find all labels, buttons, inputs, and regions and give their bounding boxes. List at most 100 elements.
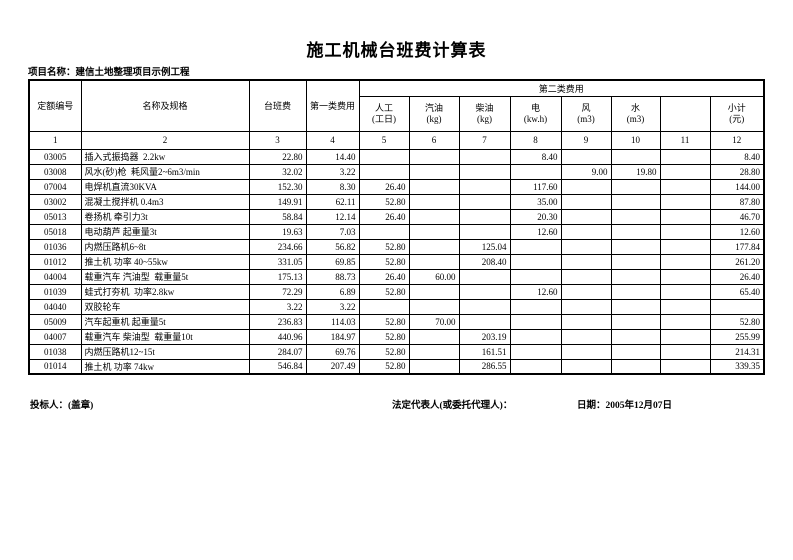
value-cell: 26.40: [709, 268, 765, 285]
column-number: 6: [408, 130, 460, 150]
value-cell: 12.60: [509, 223, 562, 240]
value-cell: 12.14: [305, 208, 360, 225]
quota-code-cell: 01039: [28, 283, 82, 300]
value-cell: 12.60: [709, 223, 765, 240]
value-cell: [408, 298, 460, 315]
name-spec-cell: 电焊机直流30KVA: [80, 178, 250, 195]
header-labor: 人工 (工日): [358, 95, 410, 132]
header-electricity-unit: (kw.h): [523, 113, 548, 124]
name-spec-cell: 内燃压路机12~15t: [80, 343, 250, 360]
value-cell: 177.84: [709, 238, 765, 255]
value-cell: 35.00: [509, 193, 562, 210]
column-number: 5: [358, 130, 410, 150]
column-number: 7: [458, 130, 511, 150]
value-cell: 3.22: [248, 298, 307, 315]
page-title: 施工机械台班费计算表: [306, 41, 487, 60]
value-cell: 22.80: [248, 148, 307, 165]
value-cell: 208.40: [458, 253, 511, 270]
value-cell: [659, 253, 711, 270]
value-cell: [408, 208, 460, 225]
table-row: 05018 电动葫芦 起重量3t 19.63 7.03 12.60 12.60: [28, 223, 765, 240]
value-cell: [560, 313, 612, 330]
name-spec-cell: 风水(砂)枪 耗风量2~6m3/min: [80, 163, 250, 180]
value-cell: 117.60: [509, 178, 562, 195]
value-cell: [560, 208, 612, 225]
table-row: 04040 双胶轮车 3.22 3.22: [28, 298, 765, 315]
quota-code-cell: 05013: [28, 208, 82, 225]
header-second-category: 第二类费用: [358, 79, 765, 97]
value-cell: 58.84: [248, 208, 307, 225]
quota-code-cell: 03005: [28, 148, 82, 165]
value-cell: [560, 148, 612, 165]
column-number: 12: [709, 130, 765, 150]
header-subtotal-name: 小计: [727, 102, 746, 113]
name-spec-cell: 电动葫芦 起重量3t: [80, 223, 250, 240]
value-cell: [408, 253, 460, 270]
column-number: 1: [28, 130, 82, 150]
header-labor-name: 人工: [374, 102, 393, 113]
value-cell: 149.91: [248, 193, 307, 210]
value-cell: 69.76: [305, 343, 360, 360]
table-row: 01038 内燃压路机12~15t 284.07 69.76 52.80 161.51 21…: [28, 343, 765, 360]
table-row: 01012 推土机 功率 40~55kw 331.05 69.85 52.80 208.4…: [28, 253, 765, 270]
value-cell: 3.22: [305, 298, 360, 315]
value-cell: 125.04: [458, 238, 511, 255]
quota-code-cell: 01014: [28, 358, 82, 375]
value-cell: 46.70: [709, 208, 765, 225]
value-cell: [408, 178, 460, 195]
header-gasoline-unit: (kg): [426, 113, 442, 124]
project-name: 项目名称：建信土地整理项目示例工程: [28, 68, 190, 78]
name-spec-cell: 内燃压路机6~8t: [80, 238, 250, 255]
value-cell: 175.13: [248, 268, 307, 285]
value-cell: 339.35: [709, 358, 765, 375]
value-cell: [408, 193, 460, 210]
quota-code-cell: 05009: [28, 313, 82, 330]
value-cell: [659, 343, 711, 360]
value-cell: 32.02: [248, 163, 307, 180]
value-cell: 52.80: [358, 313, 410, 330]
value-cell: 184.97: [305, 328, 360, 345]
value-cell: [458, 313, 511, 330]
table-body: 03005 插入式振捣器 2.2kw 22.80 14.40 8.40 8.40 03008…: [28, 148, 765, 375]
header-electricity-name: 电: [530, 102, 540, 113]
value-cell: [659, 148, 711, 165]
value-cell: [610, 148, 661, 165]
legal-representative-label: 法定代表人(或委托代理人)：: [392, 401, 513, 411]
value-cell: [560, 343, 612, 360]
value-cell: 87.80: [709, 193, 765, 210]
value-cell: [458, 178, 511, 195]
value-cell: [560, 238, 612, 255]
value-cell: [458, 148, 511, 165]
quota-code-cell: 03008: [28, 163, 82, 180]
value-cell: [509, 328, 562, 345]
table-row: 04004 载重汽车 汽油型 载重量5t 175.13 88.73 26.40 60.00…: [28, 268, 765, 285]
table-row: 04007 载重汽车 柴油型 载重量10t 440.96 184.97 52.80 203…: [28, 328, 765, 345]
value-cell: 52.80: [709, 313, 765, 330]
value-cell: [509, 343, 562, 360]
value-cell: 114.03: [305, 313, 360, 330]
name-spec-cell: 推土机 功率 74kw: [80, 358, 250, 375]
value-cell: [408, 163, 460, 180]
value-cell: 19.63: [248, 223, 307, 240]
value-cell: 261.20: [709, 253, 765, 270]
header-diesel-unit: (kg): [477, 113, 492, 124]
value-cell: 440.96: [248, 328, 307, 345]
name-spec-cell: 混凝土搅拌机 0.4m3: [80, 193, 250, 210]
value-cell: [560, 328, 612, 345]
value-cell: 52.80: [358, 238, 410, 255]
value-cell: [659, 178, 711, 195]
value-cell: 56.82: [305, 238, 360, 255]
value-cell: 26.40: [358, 268, 410, 285]
value-cell: [458, 283, 511, 300]
value-cell: 52.80: [358, 193, 410, 210]
value-cell: 234.66: [248, 238, 307, 255]
value-cell: [458, 268, 511, 285]
header-wind-name: 风: [581, 102, 591, 113]
value-cell: [659, 283, 711, 300]
table-row: 03008 风水(砂)枪 耗风量2~6m3/min 32.02 3.22 9.00 19.…: [28, 163, 765, 180]
value-cell: 88.73: [305, 268, 360, 285]
value-cell: [509, 313, 562, 330]
value-cell: 152.30: [248, 178, 307, 195]
value-cell: [458, 193, 511, 210]
